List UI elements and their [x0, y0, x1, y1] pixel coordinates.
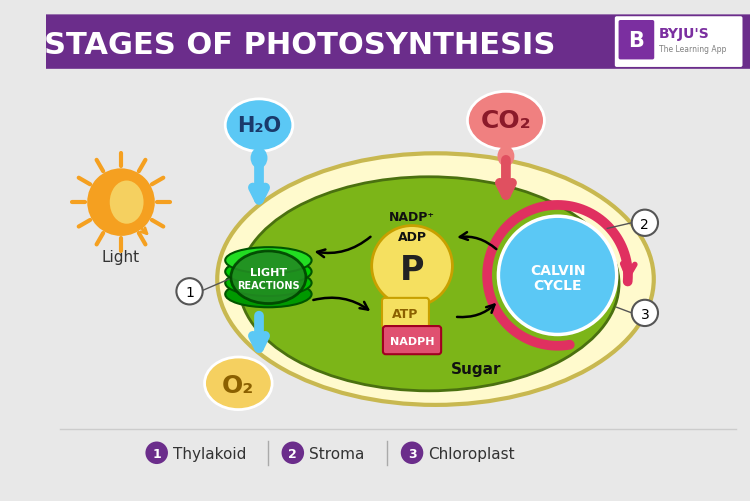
Text: ADP: ADP [398, 231, 427, 244]
Text: The Learning App: The Learning App [659, 45, 726, 54]
Text: Sugar: Sugar [451, 361, 501, 376]
Text: Thylakoid: Thylakoid [172, 446, 246, 461]
Text: Chloroplast: Chloroplast [428, 446, 514, 461]
Text: P: P [400, 254, 424, 287]
Ellipse shape [231, 252, 306, 304]
Text: 3: 3 [640, 307, 650, 321]
Text: NADPH: NADPH [390, 336, 434, 346]
Text: 2: 2 [289, 447, 297, 460]
Circle shape [400, 441, 423, 464]
Text: ATP: ATP [392, 308, 418, 321]
Circle shape [632, 210, 658, 236]
Text: 1: 1 [152, 447, 161, 460]
Ellipse shape [251, 148, 268, 169]
Text: H₂O: H₂O [237, 116, 281, 136]
Text: REACTIONS: REACTIONS [237, 280, 300, 290]
Ellipse shape [225, 100, 292, 152]
Ellipse shape [238, 177, 619, 391]
Circle shape [146, 441, 168, 464]
Ellipse shape [205, 357, 272, 410]
Circle shape [499, 217, 616, 335]
Text: Light: Light [102, 249, 140, 265]
Circle shape [632, 300, 658, 326]
Text: O₂: O₂ [222, 373, 254, 397]
Ellipse shape [225, 282, 311, 308]
Text: Stroma: Stroma [309, 446, 364, 461]
Text: CO₂: CO₂ [481, 109, 531, 133]
Circle shape [176, 279, 203, 305]
Ellipse shape [225, 247, 311, 274]
Ellipse shape [467, 92, 544, 150]
Ellipse shape [497, 146, 514, 167]
Ellipse shape [225, 259, 311, 285]
FancyBboxPatch shape [382, 298, 429, 328]
FancyBboxPatch shape [383, 326, 441, 355]
Ellipse shape [110, 181, 143, 224]
Text: NADP⁺: NADP⁺ [389, 210, 435, 223]
FancyBboxPatch shape [619, 21, 654, 60]
Circle shape [87, 169, 154, 236]
Ellipse shape [217, 154, 654, 405]
Text: B: B [628, 31, 644, 51]
Text: CYCLE: CYCLE [533, 278, 582, 292]
Text: 3: 3 [408, 447, 416, 460]
Text: LIGHT: LIGHT [250, 267, 287, 277]
Text: CALVIN: CALVIN [530, 263, 585, 277]
Circle shape [281, 441, 304, 464]
Text: BYJU'S: BYJU'S [659, 27, 710, 41]
FancyBboxPatch shape [615, 17, 742, 68]
Circle shape [372, 226, 452, 307]
FancyBboxPatch shape [46, 16, 750, 70]
Text: 2: 2 [640, 217, 650, 231]
Text: STAGES OF PHOTOSYNTHESIS: STAGES OF PHOTOSYNTHESIS [44, 31, 555, 60]
Text: 1: 1 [185, 286, 194, 300]
Ellipse shape [225, 270, 311, 297]
